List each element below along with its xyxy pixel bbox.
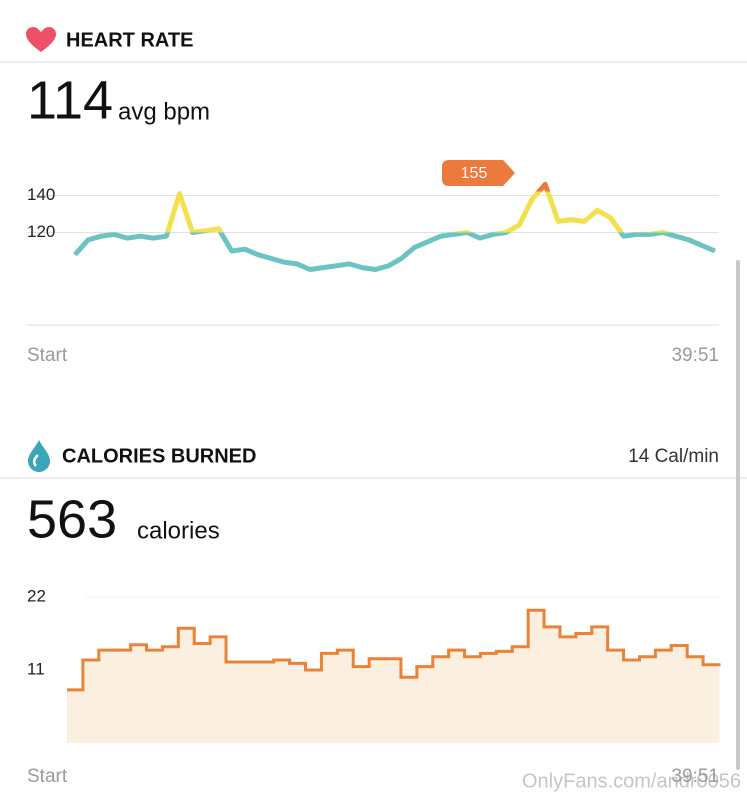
drop-icon-highlight [33, 454, 39, 467]
area-step [353, 666, 370, 743]
section-title: CALORIES BURNED [62, 445, 256, 467]
area-step [289, 663, 307, 743]
area-step [273, 660, 291, 743]
section-title: HEART RATE [66, 29, 193, 51]
area-step [639, 656, 656, 743]
drop-icon [28, 440, 50, 472]
area-step [400, 677, 418, 743]
y-tick-label: 120 [27, 222, 55, 241]
area-step [480, 653, 497, 743]
heart-icon [26, 27, 56, 52]
area-step [416, 666, 434, 743]
rate: 14 Cal/min [628, 446, 719, 467]
end-label: 39:51 [671, 766, 719, 787]
area-step [496, 651, 513, 743]
peak-callout [442, 160, 515, 186]
area-step [369, 658, 386, 743]
y-tick-label: 140 [27, 185, 55, 204]
area-step [337, 650, 354, 743]
area-step [528, 610, 545, 743]
area-step [257, 662, 275, 743]
area-step [162, 646, 179, 743]
area-step [703, 664, 720, 743]
area-step [385, 658, 402, 743]
area-step [82, 660, 100, 743]
area-step [226, 662, 243, 743]
area-step [432, 656, 450, 743]
area-step [559, 636, 577, 743]
area-step [544, 626, 561, 743]
area-step [655, 650, 672, 743]
y-tick-label: 11 [27, 659, 45, 678]
area-step [178, 628, 195, 743]
avg-value: 114 [27, 70, 113, 130]
area-step [623, 660, 640, 743]
total-unit: calories [137, 517, 220, 544]
area-step [671, 645, 688, 743]
area-step [67, 689, 84, 743]
peak-label: 155 [461, 165, 488, 182]
area-step [575, 633, 593, 743]
start-label: Start [27, 766, 68, 787]
scrollbar [736, 260, 740, 770]
end-label: 39:51 [671, 345, 719, 366]
area-step [512, 646, 529, 743]
area-step [607, 650, 625, 743]
area-step [241, 662, 259, 743]
avg-unit: avg bpm [118, 98, 210, 125]
area-step [146, 650, 163, 743]
area-step [130, 644, 148, 743]
area-step [194, 643, 211, 743]
area-step [114, 650, 132, 743]
watermark: OnlyFans.com/andr0056 [522, 770, 741, 792]
area-step [687, 656, 704, 743]
area-step [210, 636, 227, 743]
area-step [464, 656, 481, 743]
total-value: 563 [27, 489, 117, 549]
area-step [448, 650, 466, 743]
area-step [591, 626, 609, 743]
start-label: Start [27, 345, 68, 366]
area-step [305, 670, 322, 743]
heart-rate-line [73, 181, 716, 272]
area-step [98, 650, 116, 743]
area-step [321, 653, 338, 743]
y-tick-label: 22 [27, 586, 46, 605]
